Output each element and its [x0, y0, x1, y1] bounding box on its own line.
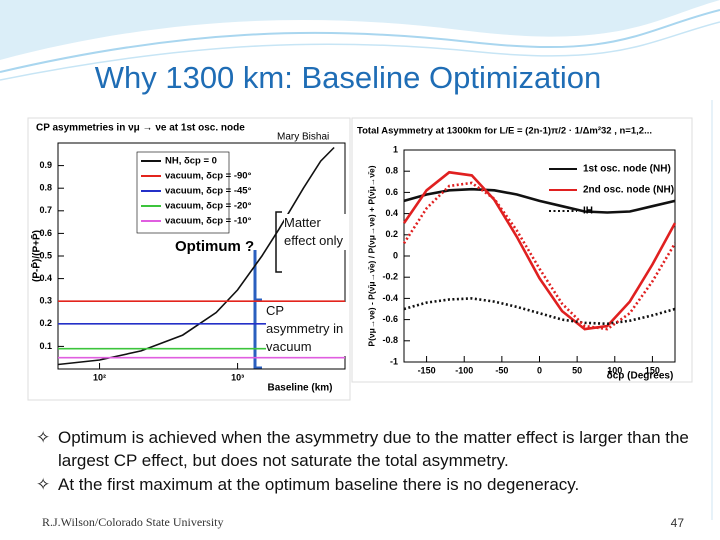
bullet-text: At the first maximum at the optimum base… — [58, 475, 580, 494]
y-tick-label: -0.4 — [382, 293, 398, 303]
y-tick-label: 0.7 — [39, 205, 52, 215]
y-tick-label: -0.6 — [382, 314, 398, 324]
bullet: ✧ Optimum is achieved when the asymmetry … — [36, 428, 689, 470]
y-tick-label: 0.4 — [385, 208, 398, 218]
header-wave-line — [0, 21, 720, 81]
series-line — [57, 146, 335, 366]
y-tick-label: 0.1 — [39, 341, 52, 351]
y-tick-label: -0.8 — [382, 335, 398, 345]
x-tick-label: 0 — [537, 365, 542, 375]
y-tick-label: 0.6 — [385, 187, 398, 197]
x-tick-label: 50 — [572, 365, 582, 375]
chart-title: CP asymmetries in νμ → νe at 1st osc. no… — [36, 123, 245, 134]
legend-label: vacuum, δcp = -90° — [165, 171, 252, 182]
y-tick-label: 0.8 — [39, 183, 52, 193]
x-tick-label: -100 — [455, 365, 473, 375]
bracket — [275, 211, 282, 273]
legend-label: NH, δcp = 0 — [165, 156, 217, 167]
x-tick-label: 10³ — [231, 372, 244, 382]
legend-label: 2nd osc. node (NH) — [583, 185, 674, 196]
page-number: 47 — [671, 516, 685, 530]
y-tick-label: 0.2 — [385, 229, 398, 239]
y-tick-label: -0.2 — [382, 272, 398, 282]
y-tick-label: 0.5 — [39, 250, 52, 260]
bullet: ✧ At the first maximum at the optimum bas… — [36, 475, 580, 494]
footer-author: R.J.Wilson/Colorado State University — [42, 515, 224, 529]
slide-title: Why 1300 km: Baseline Optimization — [95, 60, 602, 95]
chart-title: Total Asymmetry at 1300km for L/E = (2n-… — [357, 126, 652, 137]
legend-label: vacuum, δcp = -20° — [165, 201, 252, 212]
y-tick-label: 0.6 — [39, 228, 52, 238]
y-axis-label: (P-P̄)/(P+P̄) — [30, 230, 42, 282]
header-wave — [0, 0, 720, 60]
y-tick-label: 0.9 — [39, 160, 52, 170]
series-line — [403, 187, 676, 214]
y-tick-label: 0.2 — [39, 318, 52, 328]
y-tick-label: 1 — [393, 144, 398, 154]
x-axis-label: δcp (Degrees) — [607, 371, 674, 382]
legend-label: vacuum, δcp = -10° — [165, 216, 252, 227]
y-tick-label: 0 — [393, 250, 398, 260]
legend-label: vacuum, δcp = -45° — [165, 186, 252, 197]
x-tick-label: 10² — [93, 372, 106, 382]
legend-box — [136, 151, 230, 234]
annotation: Matter effect only — [284, 214, 346, 250]
series-line — [402, 170, 677, 331]
x-tick-label: 100 — [607, 365, 622, 375]
y-tick-label: 0.8 — [385, 166, 398, 176]
y-tick-label: 0.4 — [39, 273, 52, 283]
x-tick-label: -50 — [495, 365, 508, 375]
annotation: Optimum ? — [175, 238, 254, 255]
y-tick-label: -1 — [390, 356, 398, 366]
annotation: CP asymmetry in vacuum — [266, 302, 346, 356]
bullet-text: Optimum is achieved when the asymmetry d… — [58, 428, 689, 470]
legend-label: IH — [583, 206, 593, 217]
x-axis-label: Baseline (km) — [267, 383, 332, 394]
header-wave-line — [0, 9, 720, 73]
annotation: Mary Bishai — [277, 132, 329, 143]
y-tick-label: 0.3 — [39, 296, 52, 306]
x-tick-label: 150 — [645, 365, 660, 375]
series-line — [403, 297, 676, 326]
chart-panel — [351, 117, 693, 383]
x-tick-label: -150 — [418, 365, 436, 375]
legend-label: 1st osc. node (NH) — [583, 164, 671, 175]
y-axis-label: P(νμ→νe) - P(ν̄μ→ν̄e) / P(νμ→νe) + P(ν̄μ… — [366, 165, 376, 346]
series-line — [402, 181, 677, 331]
